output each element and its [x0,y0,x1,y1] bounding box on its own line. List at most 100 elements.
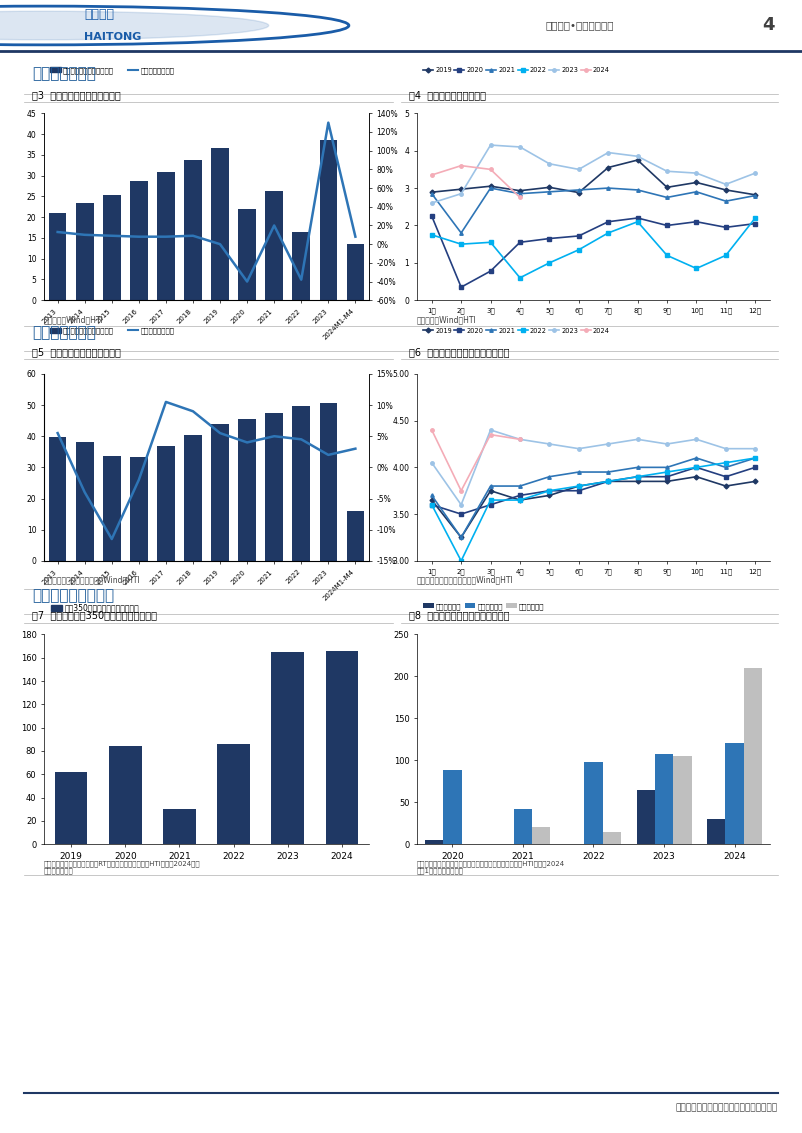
2019 [456,182,466,196]
Legend: 2019, 2020, 2021, 2022, 2023, 2024: 2019, 2020, 2021, 2022, 2023, 2024 [420,65,613,76]
2023 [633,150,642,163]
Bar [707,819,726,844]
2020 [633,470,642,484]
2019 [427,186,436,199]
Bar [346,244,364,300]
2022 [486,236,496,249]
2020 [691,215,701,229]
2021 [456,227,466,240]
2019 [545,180,554,194]
Line: 2022: 2022 [430,457,757,563]
2021 [486,181,496,195]
2020 [456,280,466,293]
Bar [425,840,444,844]
2023 [691,167,701,180]
Text: 资料来源：Wind，HTI: 资料来源：Wind，HTI [417,315,477,324]
Bar [238,208,256,300]
Bar [293,231,310,300]
2023 [545,157,554,171]
2023 [662,164,672,178]
2019 [721,479,731,493]
2021 [427,488,436,502]
2021 [691,451,701,465]
2023 [691,433,701,446]
2022 [545,256,554,270]
2019 [633,475,642,488]
2022 [574,479,584,493]
Bar [184,160,202,300]
Line: 2019: 2019 [430,159,757,196]
2023 [603,146,613,160]
Bar [265,412,283,561]
2024 [515,433,525,446]
Bar [164,809,196,844]
Bar [293,406,310,561]
2023 [574,442,584,455]
2020 [574,484,584,497]
2024 [427,168,436,181]
Bar [444,770,461,844]
Bar [130,181,148,300]
Text: 图6  全国铁路货运量当月值（亿吨）: 图6 全国铁路货运量当月值（亿吨） [409,347,509,357]
Bar [265,190,283,300]
2021 [633,184,642,197]
Legend: 铁路货运量（亿吨，左轴）, 同比增长（右轴）: 铁路货运量（亿吨，左轴）, 同比增长（右轴） [47,325,177,338]
2022 [515,271,525,284]
2023 [721,442,731,455]
2020 [545,232,554,246]
Bar [238,419,256,561]
2022 [515,493,525,506]
Bar [326,650,358,844]
Bar [211,424,229,561]
2022 [633,215,642,229]
Bar [319,140,337,300]
Text: 资料来源：Wind，HTI: 资料来源：Wind，HTI [44,315,104,324]
2020 [456,508,466,521]
2020 [751,460,760,474]
Bar [673,756,691,844]
2019 [662,475,672,488]
2019 [662,180,672,194]
Bar [602,832,621,844]
2021 [662,460,672,474]
2022 [633,470,642,484]
Bar [49,213,67,300]
2023 [603,437,613,451]
2020 [603,475,613,488]
2022 [751,211,760,224]
2021 [751,189,760,203]
Bar [726,743,743,844]
2023 [427,196,436,210]
Line: 2024: 2024 [430,428,521,493]
2021 [603,181,613,195]
Bar [76,442,94,561]
2022 [486,493,496,506]
Text: 资料来源：交通运输部官网，Wind，HTI: 资料来源：交通运输部官网，Wind，HTI [417,576,514,585]
Text: 资料来源：国铁采购平台，，RT轨道交通微信公众号，HTI（注：2024年为
首次招标数量）: 资料来源：国铁采购平台，，RT轨道交通微信公众号，HTI（注：2024年为 首次… [44,860,200,875]
Bar [217,744,249,844]
Text: 行业研究•机械工业行业: 行业研究•机械工业行业 [545,20,614,31]
2024 [486,428,496,442]
2021 [721,460,731,474]
2023 [721,178,731,191]
2022 [603,227,613,240]
2020 [427,499,436,512]
2020 [662,470,672,484]
Legend: 时速350公里动车组招标量（组）: 时速350公里动车组招标量（组） [48,600,143,615]
Legend: 三级修（组）, 四级修（组）, 五级修（组）: 三级修（组）, 四级修（组）, 五级修（组） [420,600,547,613]
Bar [103,457,120,561]
2023 [486,138,496,152]
Text: 图4  全国铁路客运量当月值: 图4 全国铁路客运量当月值 [409,90,486,100]
2021 [427,187,436,201]
2023 [515,433,525,446]
2021 [486,479,496,493]
Text: 4: 4 [762,17,775,34]
2023 [751,167,760,180]
2022 [427,228,436,241]
2020 [427,210,436,223]
2021 [515,479,525,493]
2019 [603,475,613,488]
2024 [486,162,496,176]
Legend: 2019, 2020, 2021, 2022, 2023, 2024: 2019, 2020, 2021, 2022, 2023, 2024 [420,325,613,337]
Line: 2020: 2020 [430,466,757,516]
